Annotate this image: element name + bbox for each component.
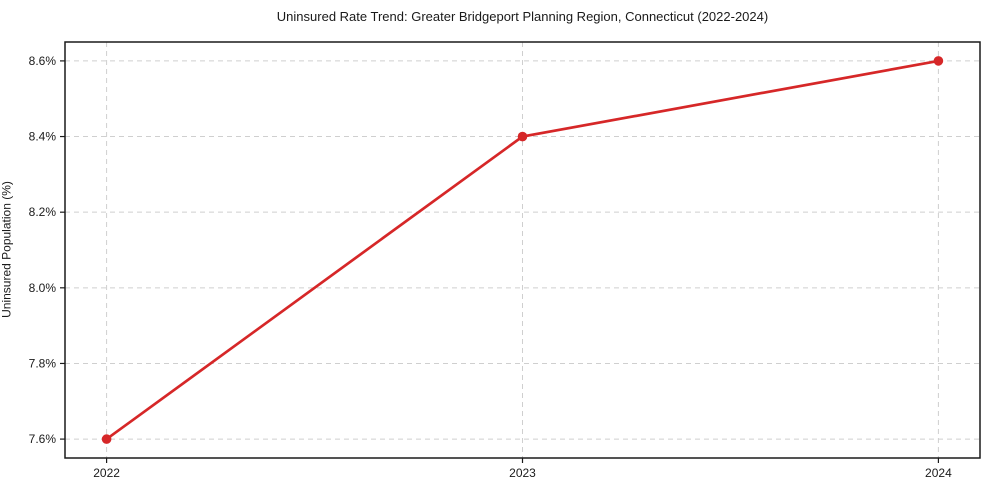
plot-border (64, 41, 981, 459)
y-tick-label: 7.8% (29, 356, 57, 370)
y-tick-label: 8.2% (29, 205, 57, 219)
x-tick-label: 2023 (509, 466, 536, 480)
x-tick-label: 2022 (93, 466, 120, 480)
data-point (517, 131, 528, 142)
y-tick-label: 7.6% (29, 432, 57, 446)
data-point (933, 56, 944, 66)
y-tick-label: 8.0% (29, 281, 57, 295)
y-tick-label: 8.6% (29, 54, 57, 68)
chart-title: Uninsured Rate Trend: Greater Bridgeport… (276, 9, 769, 24)
y-tick-label: 8.4% (29, 130, 57, 144)
data-point (101, 434, 112, 444)
x-tick-label: 2024 (925, 466, 952, 480)
